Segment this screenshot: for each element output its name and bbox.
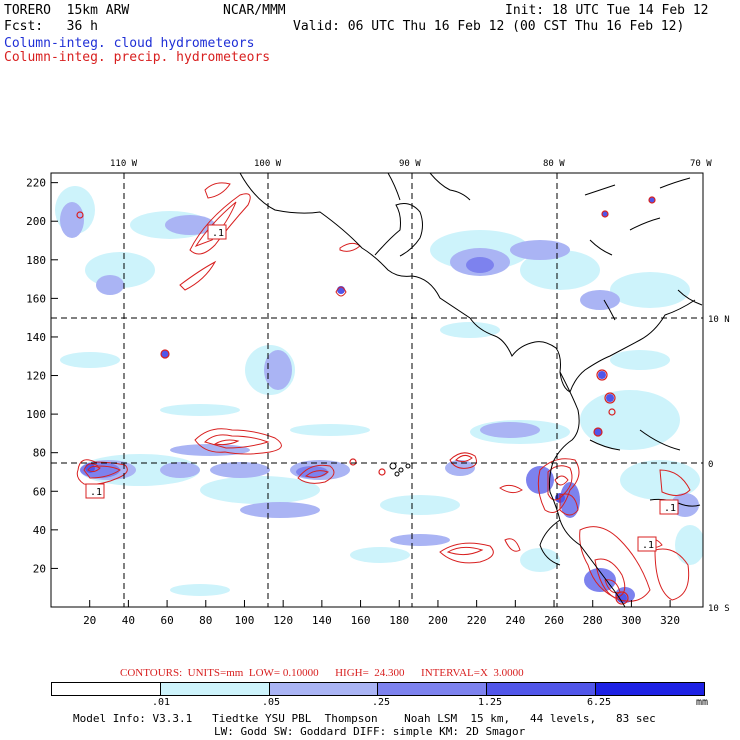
lon-labels: 110 W 100 W 90 W 80 W 70 W <box>110 159 712 169</box>
legend-value: 1.25 <box>478 697 503 708</box>
x-tick-label: 160 <box>351 614 371 627</box>
map-background <box>51 173 703 607</box>
x-tick-label: 220 <box>467 614 487 627</box>
lat-label: 10 N <box>708 315 730 325</box>
legend-unit: mm <box>696 697 709 708</box>
cloud-field-label: Column-integ. cloud hydrometeors <box>4 36 255 51</box>
contour-label-boxes <box>85 224 679 552</box>
lon-label: 70 W <box>690 159 712 169</box>
valid-time: Valid: 06 UTC Thu 16 Feb 12 (00 CST Thu … <box>293 19 685 34</box>
legend-value: .01 <box>152 697 171 708</box>
x-tick-label: 120 <box>273 614 293 627</box>
model-title: TORERO 15km ARW <box>4 3 130 18</box>
graticule <box>51 173 703 607</box>
y-tick-label: 140 <box>26 331 46 344</box>
lon-label: 80 W <box>543 159 565 169</box>
x-tick-label: 320 <box>660 614 680 627</box>
x-tick-label: 60 <box>160 614 173 627</box>
lat-label: 10 S <box>708 604 730 614</box>
color-swatch <box>487 683 597 695</box>
y-tick-label: 200 <box>26 215 46 228</box>
x-tick-label: 180 <box>389 614 409 627</box>
init-time: Init: 18 UTC Tue 14 Feb 12 <box>505 3 709 18</box>
y-tick-label: 160 <box>26 292 46 305</box>
x-tick-label: 140 <box>312 614 332 627</box>
contour-label: .1 <box>642 540 654 551</box>
lon-label: 100 W <box>254 159 282 169</box>
x-tick-label: 80 <box>199 614 212 627</box>
y-tick-label: 20 <box>33 562 46 575</box>
x-tick-label: 260 <box>544 614 564 627</box>
forecast-hour: Fcst: 36 h <box>4 19 98 34</box>
color-swatch <box>378 683 488 695</box>
model-info: Model Info: V3.3.1 Tiedtke YSU PBL Thomp… <box>73 712 656 725</box>
x-tick-label: 200 <box>428 614 448 627</box>
y-tick-label: 80 <box>33 447 46 460</box>
precip-contours <box>76 182 691 602</box>
color-swatch <box>269 683 379 695</box>
coastlines <box>239 173 703 607</box>
lat-label: 0 <box>708 460 713 470</box>
color-swatch <box>52 683 161 695</box>
x-tick-label: 240 <box>505 614 525 627</box>
lon-label: 110 W <box>110 159 138 169</box>
org-label: NCAR/MMM <box>223 3 286 18</box>
x-tick-label: 40 <box>122 614 135 627</box>
x-tick-label: 280 <box>583 614 603 627</box>
map-frame <box>50 172 704 608</box>
legend-value: .05 <box>262 697 281 708</box>
contour-label: .1 <box>664 503 676 514</box>
legend-value: 6.25 <box>587 697 612 708</box>
color-bar <box>51 682 705 696</box>
y-tick-label: 120 <box>26 370 46 383</box>
lat-labels: 10 N 0 10 S <box>708 315 730 614</box>
contours-info: CONTOURS: UNITS=mm LOW= 0.10000 HIGH= 24… <box>120 667 524 679</box>
x-tick-label: 300 <box>621 614 641 627</box>
cloud-shading <box>51 173 703 607</box>
y-tick-label: 100 <box>26 408 46 421</box>
color-swatch <box>160 683 270 695</box>
color-swatch <box>596 683 704 695</box>
physics-info: LW: Godd SW: Goddard DIFF: simple KM: 2D… <box>214 725 526 738</box>
y-tick-label: 220 <box>26 177 46 190</box>
x-axis: 20 40 60 80 100 120 140 160 180 200 220 240 260 280 30… <box>83 600 680 627</box>
y-tick-label: 180 <box>26 254 46 267</box>
y-axis: 20 40 60 80 100 120 140 160 180 200 220 <box>26 177 58 575</box>
contour-label: .1 <box>90 487 102 498</box>
precip-field-label: Column-integ. precip. hydrometeors <box>4 50 271 65</box>
lon-label: 90 W <box>399 159 421 169</box>
x-tick-label: 20 <box>83 614 96 627</box>
legend-value: .25 <box>372 697 391 708</box>
y-tick-label: 60 <box>33 485 46 498</box>
y-tick-label: 40 <box>33 524 46 537</box>
contour-label: .1 <box>212 228 224 239</box>
x-tick-label: 100 <box>235 614 255 627</box>
